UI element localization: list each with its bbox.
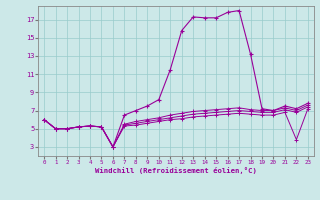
X-axis label: Windchill (Refroidissement éolien,°C): Windchill (Refroidissement éolien,°C) — [95, 167, 257, 174]
